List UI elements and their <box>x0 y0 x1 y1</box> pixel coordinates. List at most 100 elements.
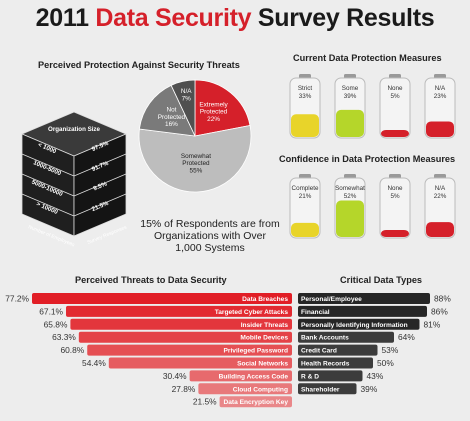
threat-label: Social Networks <box>237 361 288 368</box>
data-type-bar <box>298 318 420 330</box>
data-type-label: Shareholder <box>301 386 340 393</box>
threat-bar <box>108 357 292 369</box>
data-type-bar <box>298 305 427 317</box>
threat-label: Data Encryption Key <box>224 399 289 406</box>
battery-category: Strict <box>298 85 313 92</box>
protection-pie: Extremely Protected 22% Somewhat Protected 55… <box>138 79 252 193</box>
threat-label: Building Access Code <box>219 373 289 380</box>
pie-slice-label: Extremely Protected 22% <box>199 101 228 122</box>
battery-category: Somewhat <box>335 185 365 192</box>
threat-label: Mobile Devices <box>240 335 288 342</box>
threat-bar <box>70 318 292 330</box>
pie-slice <box>138 84 196 137</box>
battery-value: 33% <box>299 93 312 100</box>
cube-header-size: Organization Size <box>48 126 100 133</box>
data-type-bar <box>298 344 378 356</box>
threat-value: 67.1% <box>39 306 63 316</box>
threat-label: Insider Threats <box>241 322 289 329</box>
battery-value: 23% <box>434 93 447 100</box>
data-type-label: Personally Identifying Information <box>301 322 408 329</box>
battery-fill <box>426 222 454 237</box>
data-type-bar <box>298 370 363 382</box>
data-type-label: Bank Accounts <box>301 335 349 342</box>
infographic-title: 2011 Data Security Survey Results <box>0 4 470 33</box>
battery-fill <box>336 200 364 237</box>
threat-bar <box>219 396 292 408</box>
data-type-label: R & D <box>301 373 319 380</box>
battery-value: 21% <box>299 193 312 200</box>
battery-category: N/A <box>435 185 446 192</box>
threats-title: Perceived Threats to Data Security <box>75 275 227 285</box>
data-type-label: Financial <box>301 309 330 316</box>
threat-value: 77.2% <box>5 294 29 304</box>
threat-bar <box>87 344 293 356</box>
threat-bar <box>78 331 292 343</box>
battery-category: None <box>387 185 403 192</box>
battery-body <box>379 177 411 239</box>
data-type-value: 64% <box>398 332 415 342</box>
threat-bar <box>189 370 292 382</box>
data-type-label: Health Records <box>301 361 350 368</box>
threat-bar <box>32 293 292 304</box>
data-type-value: 50% <box>377 358 394 368</box>
battery-value: 5% <box>390 93 400 100</box>
threat-label: Targeted Cyber Attacks <box>215 309 289 316</box>
data-type-bar <box>298 383 357 395</box>
title-year: 2011 <box>35 4 89 32</box>
threat-bar <box>198 383 292 395</box>
footnote: 15% of Respondents are from Organization… <box>140 218 280 254</box>
battery-category: N/A <box>435 85 446 92</box>
pie-slice-label: Not Protected 16% <box>158 107 186 128</box>
battery-value: 52% <box>344 193 357 200</box>
battery-fill <box>291 222 319 237</box>
data-type-bar <box>298 293 430 304</box>
data-type-value: 86% <box>431 306 448 316</box>
current-measures-title: Current Data Protection Measures <box>293 53 442 63</box>
threat-label: Data Breaches <box>242 296 288 303</box>
battery-category: Some <box>342 85 359 92</box>
threat-value: 60.8% <box>60 345 84 355</box>
data-types-chart: Personal/Employee 88% Financial 86% Personal… <box>298 293 451 395</box>
data-type-value: 53% <box>382 345 399 355</box>
org-size-cube: Organization Size < 1000 97.5%1000-5000 91… <box>20 111 128 249</box>
data-types-title: Critical Data Types <box>340 275 423 285</box>
battery-value: 5% <box>390 193 400 200</box>
data-type-bar <box>298 331 394 343</box>
data-type-value: 88% <box>434 294 451 304</box>
battery-category: None <box>387 85 403 92</box>
threat-value: 65.8% <box>44 319 68 329</box>
threat-label: Cloud Computing <box>233 386 288 393</box>
data-type-value: 81% <box>424 319 441 329</box>
battery-fill <box>381 130 409 137</box>
threat-value: 30.4% <box>163 371 187 381</box>
battery-value: 39% <box>344 93 357 100</box>
data-type-value: 43% <box>367 371 384 381</box>
confidence-title: Confidence in Data Protection Measures <box>279 154 456 164</box>
pie-slice <box>194 79 251 137</box>
battery-fill <box>336 109 364 137</box>
battery-fill <box>291 114 319 137</box>
data-type-label: Credit Card <box>301 348 337 355</box>
battery-fill <box>426 121 454 137</box>
data-type-bar <box>298 357 373 369</box>
threat-value: 63.3% <box>52 332 76 342</box>
threat-value: 21.5% <box>193 397 217 407</box>
battery-category: Complete <box>292 185 319 192</box>
battery-value: 22% <box>434 193 447 200</box>
battery-body <box>379 77 411 139</box>
pie-slice <box>138 125 252 193</box>
title-rest: Survey Results <box>257 4 435 32</box>
data-type-label: Personal/Employee <box>301 296 362 303</box>
battery-fill <box>381 230 409 237</box>
threat-label: Privileged Password <box>224 348 289 355</box>
threat-value: 27.8% <box>172 384 196 394</box>
threats-chart: Data Breaches 77.2% Targeted Cyber Attacks… <box>5 293 293 408</box>
pie-slice-label: N/A 7% <box>181 88 192 102</box>
pie-slice <box>170 79 196 137</box>
pie-chart-title: Perceived Protection Against Security Th… <box>38 60 240 70</box>
threat-value: 54.4% <box>82 358 106 368</box>
threat-bar <box>66 305 293 317</box>
title-highlight: Data Security <box>95 4 252 32</box>
